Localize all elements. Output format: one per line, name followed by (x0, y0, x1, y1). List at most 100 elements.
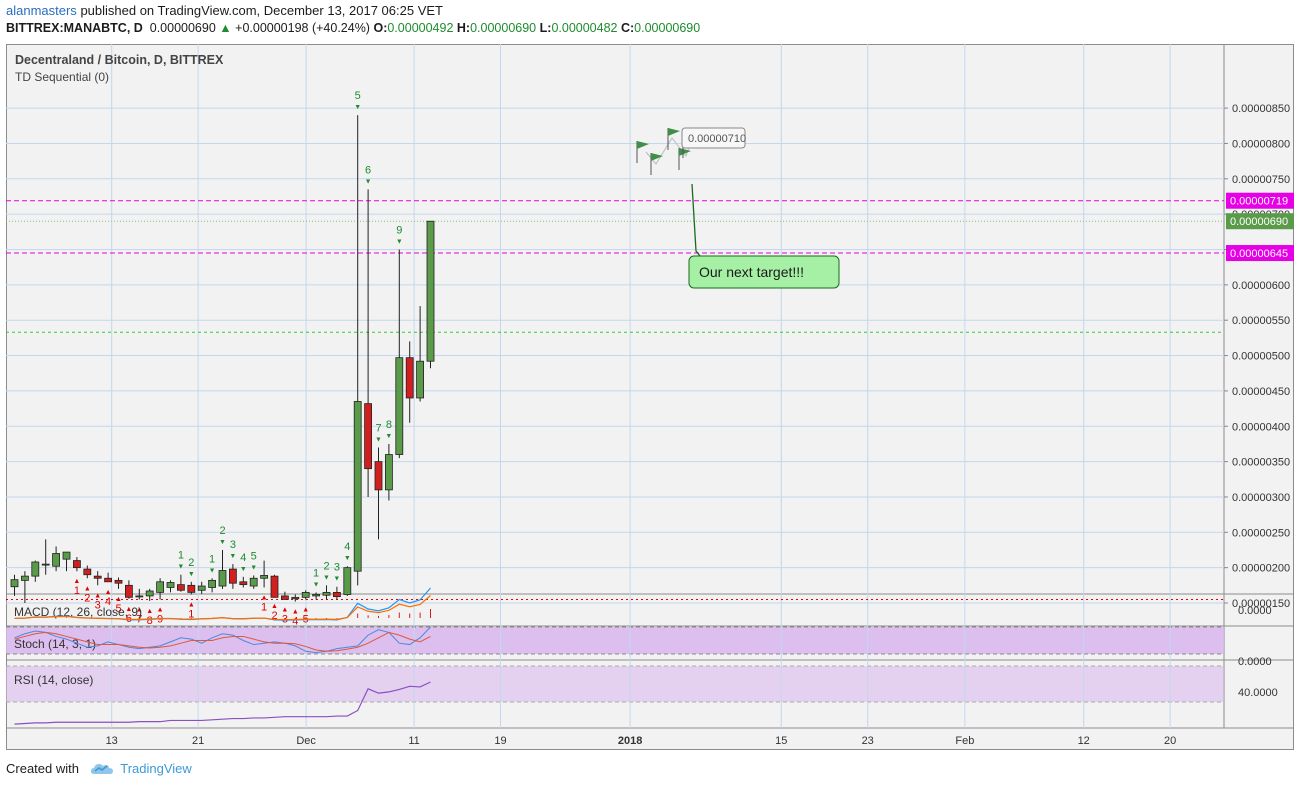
td-arrow-down-icon: ▼ (313, 581, 320, 588)
y-tick-label: 0.00000350 (1232, 457, 1290, 469)
price-tag-label: 0.00000645 (1230, 248, 1288, 260)
td-arrow-up-icon: ▲ (105, 589, 112, 596)
td-setup-count: 5 (251, 550, 257, 562)
td-setup-count: 1 (209, 553, 215, 565)
candle-body (176, 584, 185, 591)
td-arrow-up-icon: ▲ (94, 592, 101, 599)
stoch-tick-label: 0.0000 (1238, 656, 1272, 668)
candle-body (384, 454, 393, 491)
td-setup-count: 5 (115, 603, 121, 615)
ohlc-line: BITTREX:MANABTC, D 0.00000690 ▲ +0.00000… (6, 21, 700, 35)
candle-body (104, 577, 112, 583)
candle-body (114, 579, 123, 584)
candle-body (280, 595, 289, 600)
close-value: 0.00000690 (634, 21, 701, 35)
candle-body (301, 591, 310, 598)
td-setup-count: 9 (157, 613, 163, 625)
macd-label: MACD (12, 26, close, 9) (14, 605, 142, 619)
candle-body (312, 594, 321, 597)
candle-body (228, 568, 237, 584)
x-tick-label: 12 (1078, 735, 1090, 747)
price-tag-label: 0.00000690 (1230, 216, 1288, 228)
candle-body (83, 568, 92, 576)
td-setup-count: 1 (74, 585, 80, 597)
td-setup-count: 6 (126, 613, 132, 625)
y-tick-label: 0.00000450 (1232, 386, 1290, 398)
candle-body (197, 585, 206, 591)
td-setup-count: 4 (105, 596, 111, 608)
price-tag-label: 0.00000719 (1230, 196, 1288, 208)
candle-body (156, 581, 165, 593)
price-tag-bg (1226, 213, 1294, 230)
macd-signal-line (14, 595, 431, 621)
y-tick-label: 0.00000550 (1232, 315, 1290, 327)
y-tick-label: 0.00000750 (1232, 174, 1290, 186)
macd-tick-label: 0.0000 (1238, 605, 1272, 617)
candle-body (218, 570, 227, 587)
y-tick-label: 0.00000250 (1232, 527, 1290, 539)
symbol-label: BITTREX:MANABTC, D (6, 21, 143, 35)
candle-body (187, 584, 196, 593)
td-arrow-up-icon: ▲ (157, 606, 164, 613)
y-tick-label: 0.00000200 (1232, 563, 1290, 575)
td-arrow-down-icon: ▼ (375, 436, 382, 443)
td-setup-count: 2 (271, 610, 277, 622)
drawing-price-label: 0.00000710 (688, 133, 746, 145)
td-setup-count: 3 (95, 599, 101, 611)
flag-icon (668, 128, 680, 136)
td-arrow-down-icon: ▼ (344, 555, 351, 562)
low-value: 0.00000482 (551, 21, 618, 35)
td-setup-count: 3 (334, 562, 340, 574)
td-arrow-up-icon: ▲ (84, 585, 91, 592)
candle-body (426, 220, 435, 362)
x-tick-label: 23 (862, 735, 874, 747)
td-arrow-up-icon: ▲ (261, 594, 268, 601)
td-arrow-up-icon: ▲ (281, 606, 288, 613)
candle-body (73, 560, 81, 569)
x-tick-label: 2018 (618, 735, 642, 747)
drawing-price-box (681, 127, 746, 149)
td-arrow-down-icon: ▼ (188, 571, 195, 578)
td-setup-count: 2 (84, 592, 90, 604)
y-tick-label: 0.00000150 (1232, 598, 1290, 610)
td-setup-count: 6 (365, 164, 371, 176)
td-setup-count: 2 (219, 525, 225, 537)
created-with-label: Created with (6, 761, 79, 776)
stoch-band (6, 627, 1224, 654)
candle-body (62, 551, 71, 560)
rsi-tick-label: 40.0000 (1238, 687, 1278, 699)
publish-info: published on TradingView.com, December 1… (80, 3, 443, 18)
candle-body (93, 575, 102, 579)
x-tick-label: Dec (296, 735, 316, 747)
candle-body (260, 575, 269, 579)
y-tick-label: 0.00000300 (1232, 492, 1290, 504)
candle-body (291, 596, 300, 600)
td-arrow-down-icon: ▼ (365, 178, 372, 185)
td-arrow-down-icon: ▼ (229, 553, 236, 560)
rsi-band (6, 666, 1224, 702)
td-arrow-up-icon: ▲ (73, 578, 80, 585)
y-tick-label: 0.00000500 (1232, 351, 1290, 363)
price-tag-bg (1226, 245, 1294, 262)
candle-body (249, 577, 258, 587)
stoch-label: Stoch (14, 3, 1) (14, 637, 96, 651)
tradingview-cloud-icon (90, 764, 113, 774)
candle-body (343, 567, 352, 595)
author-link[interactable]: alanmasters (6, 3, 77, 18)
chart-canvas[interactable]: 13 21 Dec 11 19 2018 15 23 Feb 12 200.000001500.00… (6, 44, 1294, 750)
td-arrow-down-icon: ▼ (396, 239, 403, 246)
td-arrow-down-icon: ▼ (323, 574, 330, 581)
high-label: H: (456, 21, 471, 35)
td-arrow-up-icon: ▲ (271, 603, 278, 610)
callout-box (688, 255, 840, 289)
td-setup-count: 1 (178, 550, 184, 562)
td-arrow-down-icon: ▼ (333, 576, 340, 583)
x-tick-label: Feb (955, 735, 974, 747)
td-setup-count: 9 (396, 225, 402, 237)
td-setup-count: 4 (292, 616, 298, 628)
candle-body (41, 563, 50, 566)
tradingview-link[interactable]: TradingView (120, 761, 192, 776)
candle-body (31, 561, 40, 577)
price-change: +0.00000198 (+40.24%) (235, 21, 370, 35)
candle-body (239, 581, 248, 586)
